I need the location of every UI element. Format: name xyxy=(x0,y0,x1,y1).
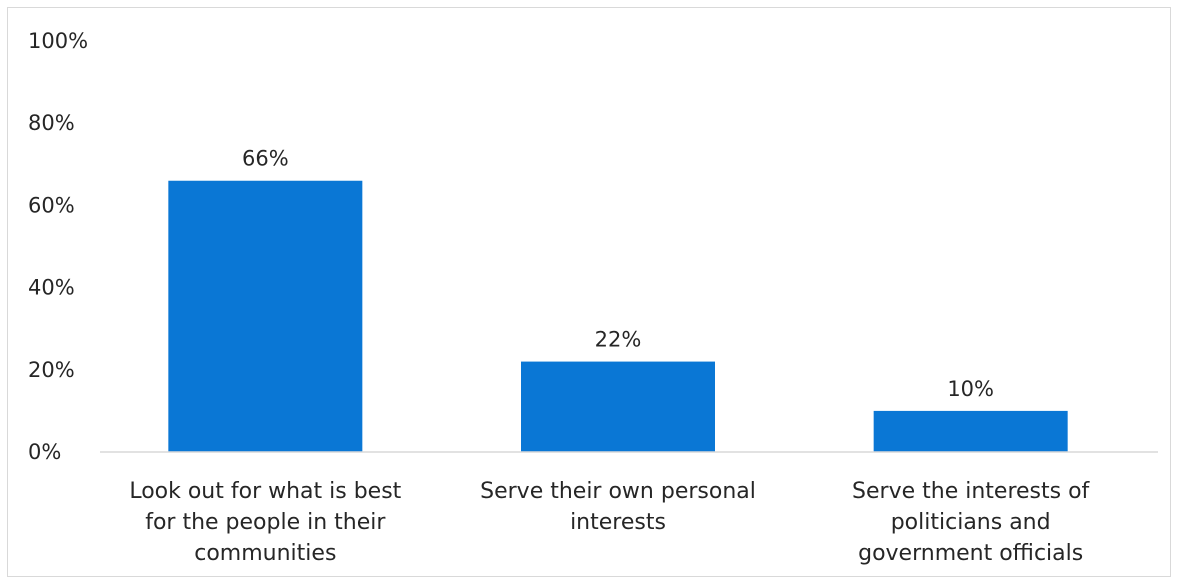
category-label-line: Serve their own personal xyxy=(480,479,756,504)
bar-data-label: 10% xyxy=(947,377,994,401)
y-axis-tick-labels: 0% 20% 40% 60% 80% 100% xyxy=(28,29,88,464)
bar-data-label: 22% xyxy=(595,328,642,352)
y-tick-label: 40% xyxy=(28,276,75,300)
bar-data-label: 66% xyxy=(242,147,289,171)
bar xyxy=(168,180,363,453)
category-label-line: government officials xyxy=(858,541,1083,566)
category-label-line: for the people in their xyxy=(145,510,386,535)
y-tick-label: 60% xyxy=(28,193,75,217)
category-label-line: politicians and xyxy=(891,510,1051,535)
category-label-line: interests xyxy=(570,510,666,535)
bar xyxy=(521,361,715,452)
category-labels: Look out for what is best for the people … xyxy=(129,479,1090,566)
bar xyxy=(873,410,1068,452)
bars xyxy=(168,180,1068,453)
y-tick-label: 0% xyxy=(28,440,61,464)
category-label-line: communities xyxy=(194,541,336,566)
data-labels: 66% 22% 10% xyxy=(242,147,994,401)
y-tick-label: 80% xyxy=(28,111,75,135)
category-label-line: Look out for what is best xyxy=(129,479,401,504)
category-label-line: Serve the interests of xyxy=(852,479,1091,504)
y-tick-label: 20% xyxy=(28,358,75,382)
y-tick-label: 100% xyxy=(28,29,88,53)
